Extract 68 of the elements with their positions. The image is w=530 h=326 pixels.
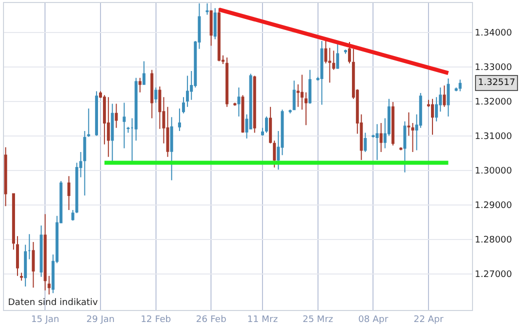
candlestick bbox=[348, 41, 351, 64]
candlestick bbox=[95, 90, 98, 136]
candlestick bbox=[114, 103, 118, 128]
candlestick bbox=[292, 80, 296, 110]
candlestick bbox=[304, 92, 308, 126]
candlestick bbox=[336, 44, 340, 70]
candlestick bbox=[308, 69, 312, 104]
candlestick bbox=[186, 75, 189, 108]
candlestick bbox=[154, 87, 158, 104]
x-tick-label: 26 Feb bbox=[196, 314, 227, 325]
candlestick bbox=[431, 98, 434, 136]
candlestick bbox=[67, 176, 70, 210]
candlestick bbox=[28, 234, 31, 260]
candlestick bbox=[376, 124, 379, 160]
candlestick bbox=[110, 103, 114, 162]
candlestick bbox=[399, 146, 402, 151]
candlestick bbox=[142, 60, 146, 85]
y-tick-label: 1.31000 bbox=[474, 132, 512, 142]
candlestick bbox=[122, 102, 126, 149]
candlestick bbox=[458, 79, 462, 92]
candlestick bbox=[20, 272, 23, 282]
text: 1.32517 bbox=[478, 78, 516, 88]
candlestick bbox=[48, 275, 51, 295]
x-tick-label: 15 Jan bbox=[31, 314, 60, 325]
x-tick-label: 25 Mrz bbox=[302, 314, 334, 325]
candlestick bbox=[138, 77, 142, 93]
candlestick bbox=[44, 214, 47, 291]
candlestick bbox=[182, 96, 185, 114]
candlestick bbox=[364, 132, 367, 153]
candlestick bbox=[16, 236, 19, 276]
candlestick bbox=[24, 244, 27, 288]
candlestick bbox=[4, 146, 8, 207]
candlestick bbox=[12, 193, 16, 250]
candlestick bbox=[446, 78, 450, 117]
candlestick bbox=[83, 130, 86, 196]
y-tick-label: 1.32000 bbox=[474, 97, 512, 108]
x-tick-label: 08 Apr bbox=[358, 314, 388, 325]
candlestick bbox=[320, 40, 324, 106]
annotation: Daten sind indikativ bbox=[8, 298, 99, 308]
candlestick bbox=[391, 102, 394, 146]
candlestick bbox=[106, 96, 110, 158]
x-tick-label: 29 Jan bbox=[86, 314, 115, 325]
candlestick bbox=[407, 112, 410, 136]
candlestick bbox=[411, 122, 414, 153]
candlestick bbox=[288, 109, 292, 114]
y-tick-label: 1.27000 bbox=[474, 270, 512, 280]
x-tick-label: 12 Feb bbox=[140, 314, 172, 325]
candlestick bbox=[87, 108, 90, 138]
candlestick bbox=[332, 50, 336, 70]
candlestick bbox=[170, 116, 174, 181]
candlestick bbox=[32, 242, 35, 288]
x-tick-label: 22 Apr bbox=[414, 314, 444, 325]
y-tick-label: 1.34000 bbox=[474, 28, 512, 38]
y-tick-label: 1.29000 bbox=[474, 200, 512, 211]
candlestick bbox=[71, 209, 74, 222]
y-tick-label: 1.30000 bbox=[474, 166, 512, 176]
candlestick bbox=[380, 122, 383, 153]
y-tick-label: 1.33000 bbox=[474, 62, 512, 73]
x-tick-label: 11 Mrz bbox=[247, 314, 278, 325]
candlestick bbox=[454, 87, 458, 92]
candlestick bbox=[150, 69, 154, 119]
candlestick bbox=[344, 49, 347, 54]
y-tick-label: 1.28000 bbox=[474, 235, 512, 246]
candlestick bbox=[178, 108, 182, 132]
candlestick bbox=[40, 224, 43, 278]
candlestick bbox=[300, 74, 304, 110]
candlestick bbox=[442, 84, 446, 108]
candlestick bbox=[403, 120, 406, 173]
